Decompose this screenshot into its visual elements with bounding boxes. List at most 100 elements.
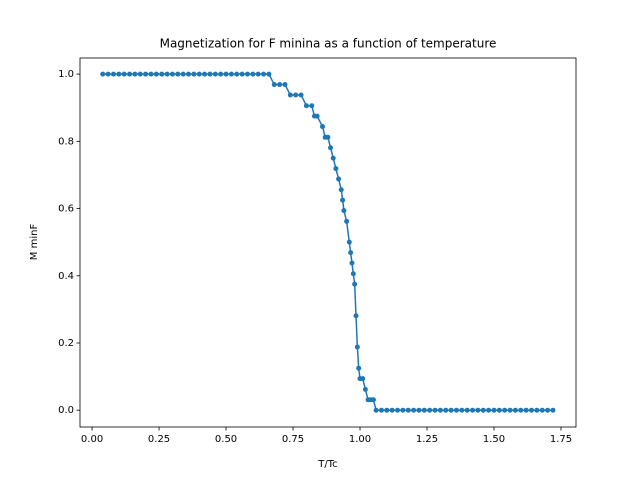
data-point xyxy=(356,365,362,371)
data-point xyxy=(287,92,293,98)
data-point xyxy=(389,407,395,413)
y-axis-label: M minF xyxy=(29,224,40,261)
data-point xyxy=(523,407,529,413)
data-point xyxy=(338,187,344,193)
data-point xyxy=(261,71,267,77)
data-point xyxy=(534,407,540,413)
data-point xyxy=(348,250,354,256)
data-point xyxy=(512,407,518,413)
data-point xyxy=(350,271,356,277)
data-point xyxy=(340,197,346,203)
data-point xyxy=(427,407,433,413)
data-point xyxy=(529,407,535,413)
data-point xyxy=(153,71,159,77)
plot-frame xyxy=(79,57,577,428)
data-point xyxy=(293,92,299,98)
data-point xyxy=(352,281,358,287)
data-point xyxy=(550,407,556,413)
data-point xyxy=(502,407,508,413)
data-point xyxy=(344,218,350,224)
data-point xyxy=(496,407,502,413)
x-tick-label: 0.25 xyxy=(148,434,170,445)
data-point xyxy=(475,407,481,413)
data-point xyxy=(309,103,315,109)
data-point xyxy=(202,71,208,77)
x-axis-label: T/Tc xyxy=(317,459,337,470)
data-point xyxy=(169,71,175,77)
data-point xyxy=(250,71,256,77)
y-tick-label: 0.4 xyxy=(58,271,74,282)
data-point xyxy=(400,407,406,413)
data-point xyxy=(453,407,459,413)
data-point xyxy=(416,407,422,413)
data-point xyxy=(143,71,149,77)
data-point xyxy=(277,82,283,88)
x-tick-label: 0.50 xyxy=(215,434,237,445)
x-tick-label: 1.50 xyxy=(483,434,505,445)
data-point xyxy=(518,407,524,413)
data-point xyxy=(341,208,347,214)
y-tick-label: 0.0 xyxy=(58,405,74,416)
data-point xyxy=(303,103,309,109)
y-tick-label: 0.8 xyxy=(58,136,74,147)
data-point xyxy=(314,113,320,119)
data-point xyxy=(421,407,427,413)
data-point xyxy=(228,71,234,77)
data-point xyxy=(370,397,376,403)
data-point xyxy=(507,407,513,413)
data-point xyxy=(244,71,250,77)
data-point xyxy=(105,71,111,77)
data-point xyxy=(464,407,470,413)
data-point xyxy=(121,71,127,77)
data-point xyxy=(271,82,277,88)
data-point xyxy=(234,71,240,77)
data-point xyxy=(354,344,360,350)
data-point xyxy=(448,407,454,413)
data-point xyxy=(360,376,366,382)
data-point xyxy=(491,407,497,413)
data-point xyxy=(159,71,165,77)
data-point xyxy=(459,407,465,413)
data-point xyxy=(175,71,181,77)
data-point xyxy=(116,71,122,77)
data-point xyxy=(148,71,154,77)
data-point xyxy=(405,407,411,413)
x-tick-label: 1.00 xyxy=(349,434,371,445)
data-point xyxy=(298,92,304,98)
data-point xyxy=(196,71,202,77)
data-point xyxy=(437,407,443,413)
x-tick-label: 0.75 xyxy=(282,434,304,445)
data-point xyxy=(349,260,355,266)
chart-title: Magnetization for F minina as a function… xyxy=(160,37,497,51)
x-tick-label: 0.00 xyxy=(81,434,103,445)
data-point xyxy=(373,407,379,413)
data-point xyxy=(164,71,170,77)
data-point xyxy=(212,71,218,77)
data-point xyxy=(207,71,213,77)
data-point xyxy=(223,71,229,77)
data-point xyxy=(132,71,138,77)
data-point xyxy=(328,145,334,151)
data-point xyxy=(411,407,417,413)
y-tick-label: 1.0 xyxy=(58,69,74,80)
data-point xyxy=(432,407,438,413)
data-point xyxy=(480,407,486,413)
data-line xyxy=(102,73,553,411)
data-point xyxy=(545,407,551,413)
data-point xyxy=(255,71,261,77)
y-tick-label: 0.6 xyxy=(58,204,74,215)
data-point xyxy=(191,71,197,77)
data-point xyxy=(330,155,336,161)
data-point xyxy=(353,313,359,319)
data-point xyxy=(395,407,401,413)
data-point xyxy=(180,71,186,77)
x-tick-label: 1.25 xyxy=(416,434,438,445)
data-point xyxy=(218,71,224,77)
data-point xyxy=(320,124,326,130)
data-point xyxy=(378,407,384,413)
data-point xyxy=(282,82,288,88)
data-point xyxy=(100,71,106,77)
data-point xyxy=(346,239,352,245)
data-point xyxy=(384,407,390,413)
